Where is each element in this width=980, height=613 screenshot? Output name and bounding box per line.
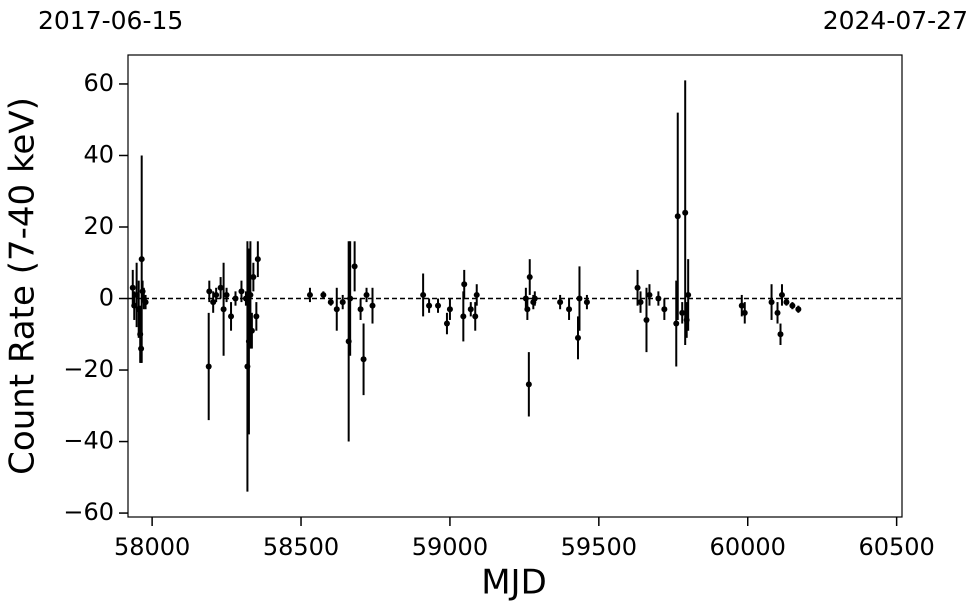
point	[643, 316, 650, 323]
point	[333, 306, 340, 313]
point	[339, 299, 346, 306]
point	[634, 284, 641, 291]
point	[525, 381, 532, 388]
point	[795, 306, 802, 313]
y-tick-label: −40	[63, 427, 114, 455]
point	[446, 306, 453, 313]
point	[357, 306, 364, 313]
point	[574, 334, 581, 341]
end-date: 2024-07-27	[823, 6, 968, 35]
point	[327, 299, 334, 306]
point	[129, 284, 136, 291]
point	[253, 313, 260, 320]
x-tick-label: 59500	[561, 533, 637, 561]
point	[524, 306, 531, 313]
start-date: 2017-06-15	[38, 6, 183, 35]
point	[682, 209, 689, 216]
point	[232, 295, 239, 302]
point	[679, 309, 686, 316]
point	[238, 288, 245, 295]
point	[228, 313, 235, 320]
plot-frame	[127, 54, 903, 518]
point	[637, 299, 644, 306]
point	[223, 291, 230, 298]
point	[783, 299, 790, 306]
point	[426, 302, 433, 309]
point	[472, 313, 479, 320]
point	[248, 327, 255, 334]
x-tick-label: 60500	[858, 533, 934, 561]
point	[142, 299, 149, 306]
y-axis-label: Count Rate (7-40 keV)	[3, 97, 43, 475]
point	[306, 291, 313, 298]
point	[320, 291, 327, 298]
x-axis-label: MJD	[481, 563, 547, 603]
x-tick-label: 58000	[114, 533, 190, 561]
point	[250, 274, 257, 281]
point	[435, 302, 442, 309]
point	[347, 295, 354, 302]
y-tick-label: 60	[83, 69, 114, 97]
point	[789, 302, 796, 309]
x-tick-label: 58500	[263, 533, 339, 561]
point	[443, 320, 450, 327]
point	[473, 291, 480, 298]
y-tick-label: 40	[83, 140, 114, 168]
y-tick-label: 20	[83, 212, 114, 240]
point	[576, 295, 583, 302]
point	[254, 256, 261, 263]
point	[557, 299, 564, 306]
point	[461, 281, 468, 288]
point	[138, 256, 145, 263]
x-tick-label: 60000	[710, 533, 786, 561]
y-tick-label: −60	[63, 498, 114, 526]
point	[205, 363, 212, 370]
point	[566, 306, 573, 313]
point	[738, 302, 745, 309]
point	[646, 291, 653, 298]
point	[420, 291, 427, 298]
point	[685, 291, 692, 298]
y-tick-label: 0	[99, 284, 114, 312]
point	[213, 291, 220, 298]
point	[768, 299, 775, 306]
point	[247, 291, 254, 298]
point	[369, 302, 376, 309]
point	[774, 309, 781, 316]
point	[673, 320, 680, 327]
point	[778, 291, 785, 298]
x-tick-label: 59000	[412, 533, 488, 561]
point	[363, 291, 370, 298]
point	[460, 313, 467, 320]
point	[777, 331, 784, 338]
point	[210, 299, 217, 306]
point	[741, 309, 748, 316]
point	[217, 284, 224, 291]
point	[583, 299, 590, 306]
y-tick-label: −20	[63, 355, 114, 383]
point	[467, 306, 474, 313]
point	[661, 306, 668, 313]
point	[531, 295, 538, 302]
point	[220, 306, 227, 313]
point	[526, 274, 533, 281]
point	[360, 356, 367, 363]
point	[655, 295, 662, 302]
point	[206, 288, 213, 295]
point	[351, 263, 358, 270]
point	[674, 213, 681, 220]
